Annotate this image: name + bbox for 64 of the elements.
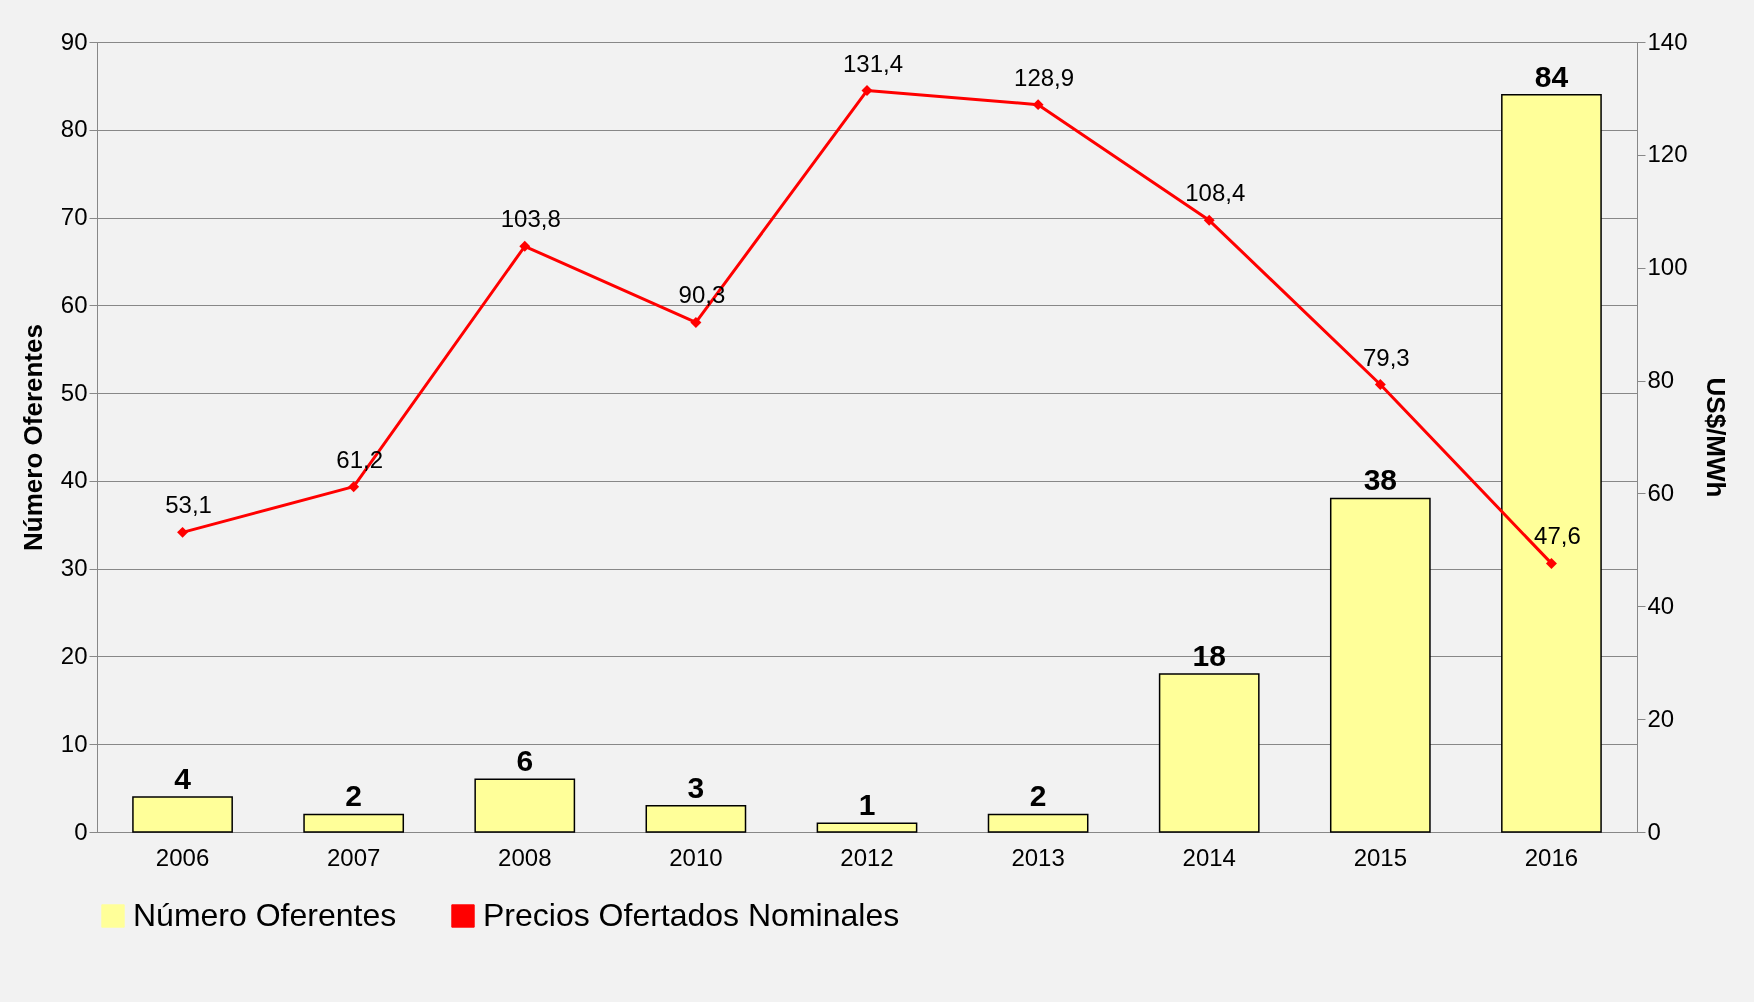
point [177, 526, 189, 538]
data-label: 131,4 [842, 49, 904, 77]
y2-tick-label: 20 [1647, 704, 1675, 732]
y-tick-label: 50 [60, 378, 88, 406]
bar [1158, 673, 1260, 833]
y-tick-label: 80 [60, 115, 88, 143]
point [1374, 379, 1386, 390]
y-tick-label: 40 [60, 466, 88, 494]
point [690, 316, 702, 328]
data-label: 108,4 [1185, 179, 1246, 207]
x-tick-label: 2008 [498, 843, 552, 871]
x-tick-label: 2006 [155, 843, 210, 871]
y-tick-label: 90 [60, 27, 88, 55]
data-label: 53,1 [165, 491, 212, 519]
y-tick-label: 10 [60, 729, 88, 757]
bar [987, 813, 1089, 833]
y-tick-label: 0 [74, 817, 88, 845]
x-tick-label: 2007 [326, 843, 381, 871]
data-label: 84 [1534, 59, 1569, 93]
data-label: 3 [687, 770, 705, 804]
point [1032, 99, 1044, 111]
bar [474, 778, 576, 833]
data-label: 6 [516, 744, 534, 778]
x-tick-label: 2015 [1353, 843, 1408, 871]
bar [132, 796, 233, 833]
y2-tick-label: 80 [1647, 366, 1675, 394]
data-label: 4 [174, 761, 192, 795]
bar [1329, 497, 1431, 833]
data-label: 2 [1029, 779, 1047, 813]
bar [816, 822, 918, 833]
y2-tick-label: 60 [1647, 478, 1675, 506]
data-label: 128,9 [1014, 63, 1075, 91]
y2-tick-label: 0 [1647, 817, 1661, 845]
bar [645, 804, 747, 833]
x-tick-label: 2013 [1011, 843, 1065, 871]
point [1545, 557, 1557, 569]
data-label: 38 [1363, 463, 1398, 497]
legend-label: Precios Ofertados Nominales [483, 897, 900, 933]
data-label: 1 [858, 788, 876, 822]
y-tick-label: 20 [60, 641, 88, 669]
x-tick-label: 2016 [1524, 843, 1579, 871]
data-label: 79,3 [1362, 343, 1410, 371]
y2-tick-label: 140 [1647, 27, 1688, 55]
x-tick-label: 2012 [840, 843, 894, 871]
y2-tick-label: 120 [1647, 140, 1688, 168]
y-axis-title: Número Oferentes [17, 324, 48, 551]
legend-label: Número Oferentes [133, 897, 397, 933]
bar [1501, 93, 1602, 833]
data-label: 18 [1192, 639, 1226, 672]
data-label: 2 [345, 779, 363, 813]
data-label: 47,6 [1534, 522, 1581, 550]
point [1203, 214, 1215, 226]
y2-tick-label: 100 [1647, 253, 1688, 281]
y-tick-label: 30 [60, 554, 88, 582]
y2-tick-label: 40 [1647, 591, 1675, 619]
point [519, 240, 531, 252]
x-tick-label: 2010 [669, 843, 723, 871]
y-tick-label: 70 [60, 203, 88, 231]
x-tick-label: 2014 [1182, 843, 1236, 871]
y-tick-label: 60 [60, 290, 88, 318]
point [348, 481, 360, 493]
y2-axis-title: US$/MWh [1700, 377, 1731, 498]
bar [303, 813, 405, 833]
data-label: 103,8 [500, 205, 561, 233]
